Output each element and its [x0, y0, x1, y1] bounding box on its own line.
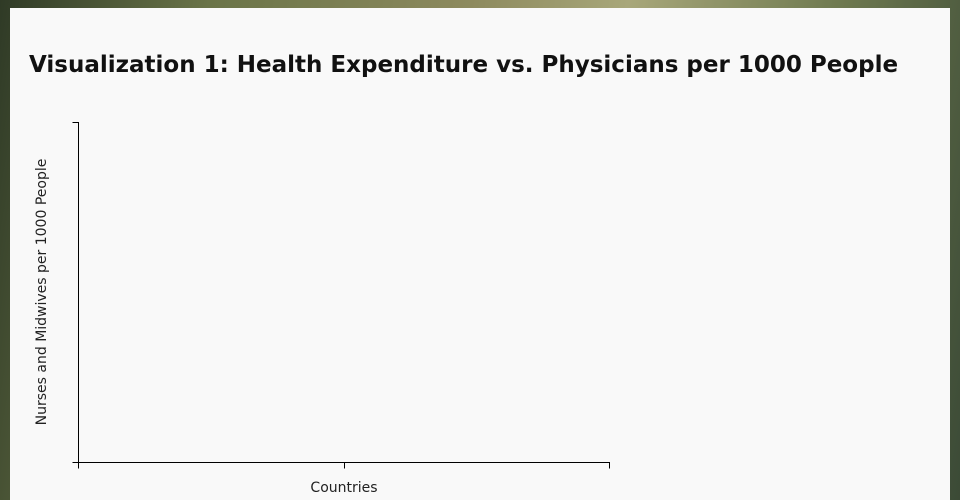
- card: Visualization 1: Health Expenditure vs. …: [10, 8, 950, 500]
- y-axis: [72, 122, 79, 463]
- x-axis-label: Countries: [310, 480, 377, 496]
- y-axis-label: Nurses and Midwives per 1000 People: [34, 159, 50, 426]
- page-title: Visualization 1: Health Expenditure vs. …: [29, 52, 899, 78]
- x-axis: [78, 462, 610, 469]
